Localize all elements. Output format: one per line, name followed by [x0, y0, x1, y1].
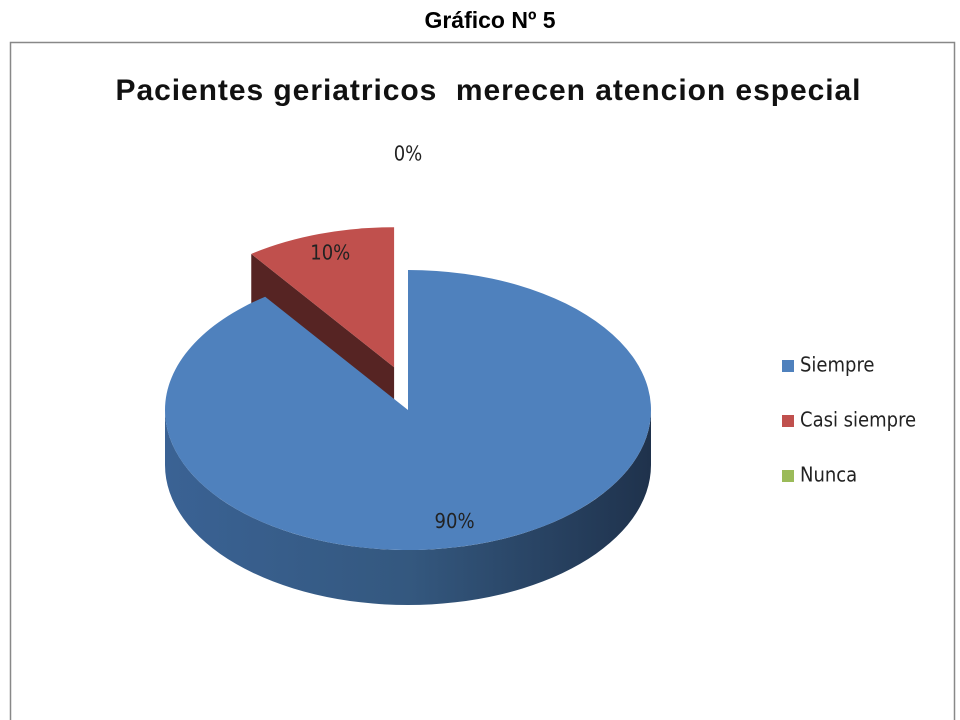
legend-label: Casi siempre: [800, 408, 916, 432]
data-label: 10%: [310, 241, 350, 265]
caption: Gráfico Nº 5: [424, 7, 555, 33]
legend: Siempre Casi siempre Nunca: [782, 353, 916, 487]
legend-label: Nunca: [800, 463, 857, 487]
pie: 90% 10% 0%: [164, 142, 651, 605]
slice: [164, 270, 651, 550]
legend-swatch: [782, 415, 794, 427]
legend-swatch: [782, 360, 794, 372]
chart-title: Pacientes geriatricos merecen atencion e…: [116, 74, 861, 107]
data-label: 0%: [394, 142, 423, 166]
legend-label: Siempre: [800, 353, 874, 377]
slice: [251, 227, 395, 368]
legend-swatch: [782, 470, 794, 482]
data-label: 90%: [435, 509, 475, 533]
slice-side: [165, 410, 651, 605]
